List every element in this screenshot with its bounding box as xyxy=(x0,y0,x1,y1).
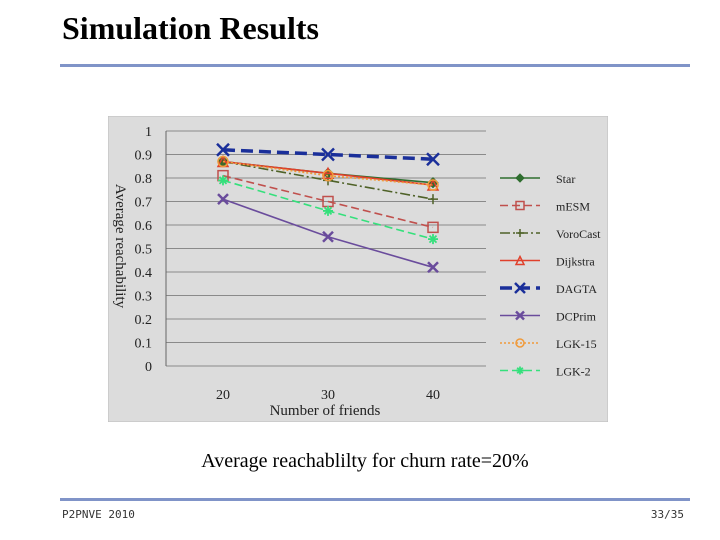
chart-caption: Average reachablilty for churn rate=20% xyxy=(201,450,529,472)
data-point xyxy=(321,166,335,180)
y-tick-label: 1 xyxy=(145,125,152,140)
marker-x-b xyxy=(217,193,229,206)
title-divider xyxy=(60,64,690,67)
marker-square xyxy=(427,221,439,234)
data-point xyxy=(428,234,438,245)
marker-x-b xyxy=(515,310,525,321)
legend-label: DCPrim xyxy=(556,310,597,324)
data-point xyxy=(427,179,439,191)
data-point xyxy=(515,173,525,183)
marker-x-b xyxy=(216,142,230,157)
line-chart: 0 0.1 0.2 0.3 0.4 0.5 0.6 0.7 0.8 0.9 1 20 30 40 Star… xyxy=(108,116,608,422)
data-point xyxy=(322,230,334,243)
marker-triangle xyxy=(321,166,335,180)
legend: Star mESM VoroCast Dijkstra DAGTA DCPrim LGK-1… xyxy=(500,172,601,379)
page-title: Simulation Results xyxy=(62,10,319,46)
data-point xyxy=(515,200,525,211)
data-point xyxy=(322,169,334,182)
marker-circle xyxy=(322,169,334,182)
data-point xyxy=(426,152,440,167)
marker-x-b xyxy=(427,261,439,274)
legend-label: Star xyxy=(556,172,575,186)
marker-circle xyxy=(427,179,439,191)
series-line-lgk-15 xyxy=(222,160,434,186)
data-point xyxy=(323,205,333,216)
y-axis-label: Average reachability xyxy=(112,184,128,309)
data-point xyxy=(516,366,524,375)
y-tick-label: 0.9 xyxy=(135,149,153,164)
y-tick-label: 0.8 xyxy=(135,172,153,187)
marker-x-b xyxy=(322,230,334,243)
chart-background xyxy=(108,116,608,422)
marker-x-b xyxy=(426,152,440,167)
data-point xyxy=(217,155,229,168)
axes: 0 0.1 0.2 0.3 0.4 0.5 0.6 0.7 0.8 0.9 1 20 30 40 xyxy=(135,125,441,403)
legend-label: VoroCast xyxy=(556,227,601,241)
page-number: 33/35 xyxy=(650,508,684,521)
y-tick-label: 0.4 xyxy=(135,266,153,281)
legend-label: LGK-2 xyxy=(556,365,591,379)
data-point xyxy=(218,175,228,186)
series-lines xyxy=(216,142,440,274)
data-point xyxy=(427,261,439,274)
data-point xyxy=(514,282,526,294)
data-point xyxy=(515,310,525,321)
footer-conference: P2PNVE 2010 xyxy=(62,508,135,521)
legend-label: LGK-15 xyxy=(556,337,597,351)
legend-label: mESM xyxy=(556,200,590,214)
y-tick-label: 0.5 xyxy=(135,243,153,258)
marker-circle xyxy=(515,338,525,348)
y-tick-label: 0.6 xyxy=(135,219,153,234)
legend-label: Dijkstra xyxy=(556,255,595,269)
marker-circle xyxy=(217,155,229,168)
footer-divider xyxy=(60,498,690,501)
marker-x-b xyxy=(321,147,335,162)
data-point xyxy=(515,338,525,348)
y-tick-label: 0 xyxy=(145,360,152,375)
marker-triangle xyxy=(514,254,526,266)
y-tick-label: 0.2 xyxy=(135,313,153,328)
data-point xyxy=(427,221,439,234)
marker-diamond xyxy=(515,173,525,183)
y-tick-label: 0.3 xyxy=(135,290,153,305)
series-line-mesm xyxy=(222,174,434,229)
y-tick-label: 0.1 xyxy=(135,337,153,352)
data-point xyxy=(217,193,229,206)
data-point xyxy=(514,254,526,266)
data-point xyxy=(321,147,335,162)
data-point xyxy=(428,194,438,205)
x-tick-label: 40 xyxy=(426,388,440,403)
marker-square xyxy=(515,200,525,211)
data-point xyxy=(216,142,230,157)
data-point xyxy=(516,229,524,237)
x-axis-label: Number of friends xyxy=(270,403,381,419)
legend-label: DAGTA xyxy=(556,282,597,296)
x-tick-label: 30 xyxy=(321,388,335,403)
y-tick-label: 0.7 xyxy=(135,196,153,211)
marker-x-b xyxy=(514,282,526,294)
x-tick-label: 20 xyxy=(216,388,230,403)
